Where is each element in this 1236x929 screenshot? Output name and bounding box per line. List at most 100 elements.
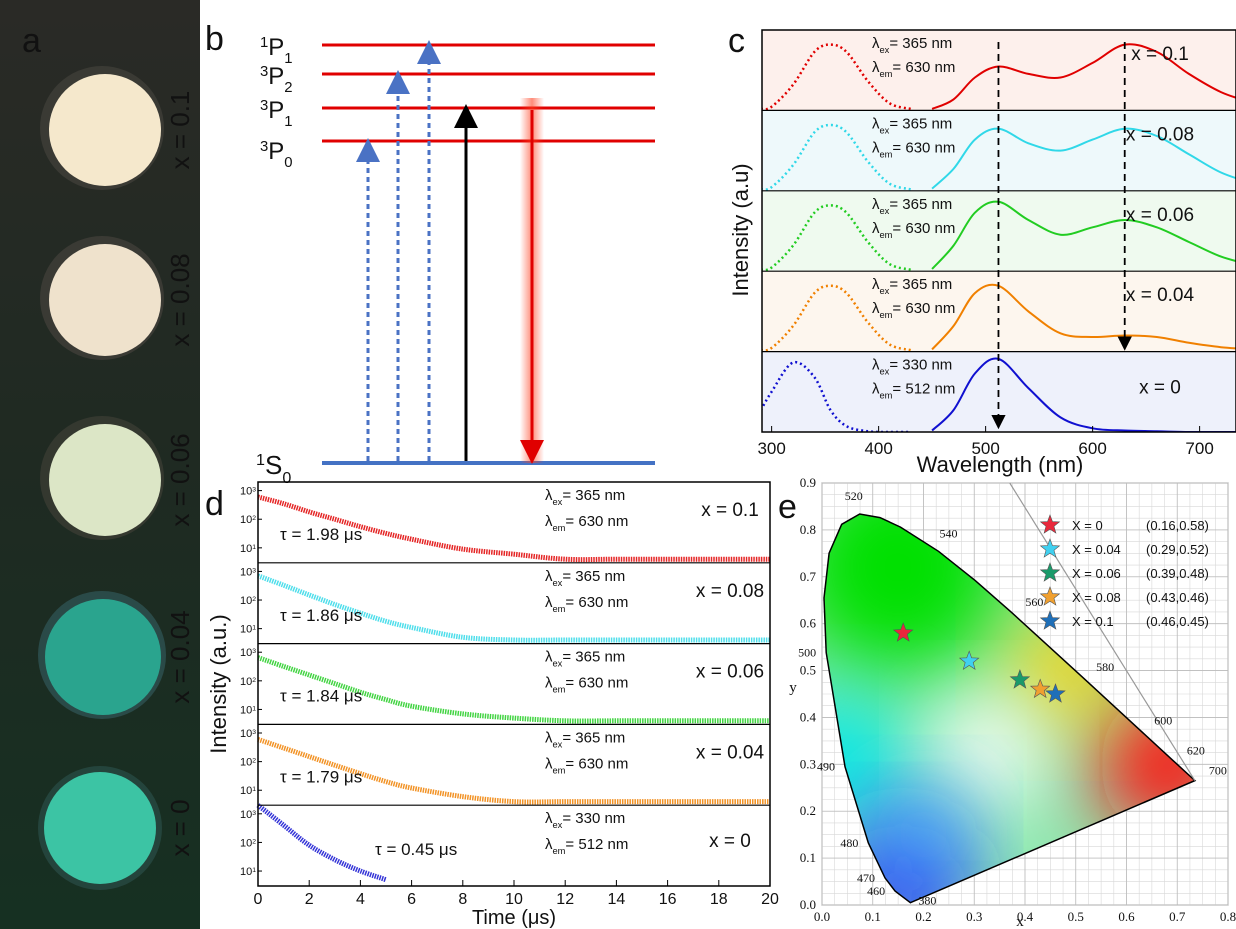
y-axis-label: Intensity (a.u.) — [206, 614, 231, 753]
excitation-label-base: = 330 nm — [562, 810, 625, 827]
y-tick-label-base: 10 — [240, 809, 252, 821]
y-tick-label: 101 — [240, 624, 256, 636]
excitation-label-base: λ — [545, 568, 553, 585]
y-tick-label-sup: 3 — [252, 809, 256, 816]
x-tick-label: 8 — [458, 891, 467, 908]
wavelength-label: 560 — [1025, 595, 1043, 609]
y-tick-label: 0.1 — [800, 850, 816, 865]
sample-label: x = 0.06 — [165, 433, 195, 526]
wavelength-label: 620 — [1187, 743, 1205, 757]
wavelength-label: 490 — [817, 760, 835, 774]
level-label-sup: 1 — [260, 35, 268, 51]
plot-frame — [761, 29, 1236, 433]
legend-coords: (0.29,0.52) — [1146, 542, 1209, 557]
wavelength-label: 600 — [1154, 713, 1172, 727]
sample-label: x = 0.1 — [165, 91, 195, 170]
emission-label: λem= 630 nm — [872, 300, 955, 320]
decay-curve — [257, 655, 770, 724]
x-tick-label: 0.7 — [1169, 909, 1186, 924]
emission-label-sub: em — [880, 310, 893, 320]
emission-label: λem= 630 nm — [872, 220, 955, 240]
legend-star — [1039, 538, 1061, 558]
emission-label-base: = 630 nm — [892, 300, 955, 317]
x-tick-label: 0.3 — [966, 909, 982, 924]
emission-label-base: = 630 nm — [892, 59, 955, 76]
y-axis-label: y — [789, 680, 797, 696]
level-label-sup: 3 — [260, 139, 268, 155]
wavelength-label: 520 — [845, 489, 863, 503]
level-label-sub: 2 — [284, 80, 292, 96]
level-label-base: P — [268, 34, 284, 61]
emission-label: λem= 512 nm — [872, 381, 955, 401]
sample-disc — [44, 772, 156, 884]
y-tick-label: 103 — [240, 728, 256, 740]
y-tick-label: 102 — [240, 676, 256, 688]
y-tick-label: 0.7 — [800, 569, 817, 584]
x-tick-label: 0.6 — [1118, 909, 1135, 924]
excitation-label-base: = 365 nm — [889, 115, 952, 132]
ground-label-sup: 1 — [256, 451, 265, 469]
level-label-sub: 1 — [284, 51, 292, 67]
x-tick-label: 400 — [864, 439, 892, 458]
legend-star — [1039, 562, 1061, 582]
emission-label-sub: em — [880, 149, 893, 159]
excitation-label: λex= 365 nm — [545, 568, 625, 588]
emission-label-base: = 512 nm — [892, 381, 955, 398]
ground-label: 1S0 — [256, 450, 291, 487]
y-tick-label: 0.0 — [800, 897, 816, 912]
level-label-sub: 0 — [284, 155, 292, 171]
emission-label-base: λ — [545, 594, 553, 611]
x-tick-label: 4 — [356, 891, 365, 908]
emission-label: λem= 630 nm — [545, 594, 628, 614]
wavelength-label: 480 — [840, 836, 858, 850]
y-tick-label-base: 10 — [240, 837, 252, 849]
emission-label-base: λ — [872, 220, 880, 237]
chromaticity-star — [1045, 683, 1066, 703]
composition-label: x = 0.04 — [696, 742, 765, 763]
y-tick-label-sup: 1 — [252, 624, 256, 631]
excitation-label-sub: ex — [880, 45, 890, 55]
y-tick-label-base: 10 — [240, 704, 252, 716]
gamut-tint — [1097, 694, 1195, 835]
y-tick-label-sup: 2 — [252, 838, 256, 845]
excitation-label-sub: ex — [553, 820, 563, 830]
y-tick-label-sup: 3 — [252, 486, 256, 493]
y-tick-label-sup: 1 — [252, 786, 256, 793]
x-tick-label: 10 — [505, 891, 523, 908]
emission-label-base: = 630 nm — [565, 513, 628, 530]
x-tick-label: 0.8 — [1220, 909, 1236, 924]
legend-coords: (0.46,0.45) — [1146, 614, 1209, 629]
wavelength-label: 460 — [867, 884, 885, 898]
excitation-label-base: = 365 nm — [562, 487, 625, 504]
x-tick-label: 700 — [1185, 439, 1213, 458]
chromaticity-star — [892, 622, 914, 642]
decay-curve — [257, 737, 770, 805]
gamut-tint — [873, 784, 974, 885]
level-label: 3P0 — [260, 138, 293, 171]
emission-curve — [931, 200, 1236, 270]
emission-label-base: λ — [872, 381, 880, 398]
legend-star — [1039, 586, 1061, 606]
y-tick-label: 103 — [240, 809, 256, 821]
y-tick-label-sup: 2 — [252, 596, 256, 603]
composition-label: x = 0.06 — [696, 662, 764, 683]
y-tick-label-sup: 1 — [252, 867, 256, 874]
y-tick-label: 102 — [240, 514, 256, 526]
y-tick-label: 0.6 — [800, 616, 817, 631]
y-tick-label: 102 — [240, 595, 256, 607]
wavelength-label: 540 — [940, 526, 958, 540]
x-tick-label: 600 — [1078, 439, 1106, 458]
composition-label: x = 0.06 — [1126, 205, 1194, 226]
emission-label-sub: em — [553, 765, 566, 775]
excitation-label-base: λ — [872, 35, 880, 52]
excitation-label-base: λ — [545, 649, 553, 666]
emission-label-base: = 630 nm — [892, 220, 955, 237]
excitation-label-base: = 365 nm — [562, 568, 625, 585]
composition-label: x = 0.08 — [696, 581, 764, 602]
sample-label: x = 0 — [165, 799, 195, 856]
emission-label-base: λ — [545, 513, 553, 530]
emission-label-sub: em — [553, 685, 566, 695]
emission-label-base: λ — [872, 300, 880, 317]
y-tick-label: 0.5 — [800, 663, 816, 678]
